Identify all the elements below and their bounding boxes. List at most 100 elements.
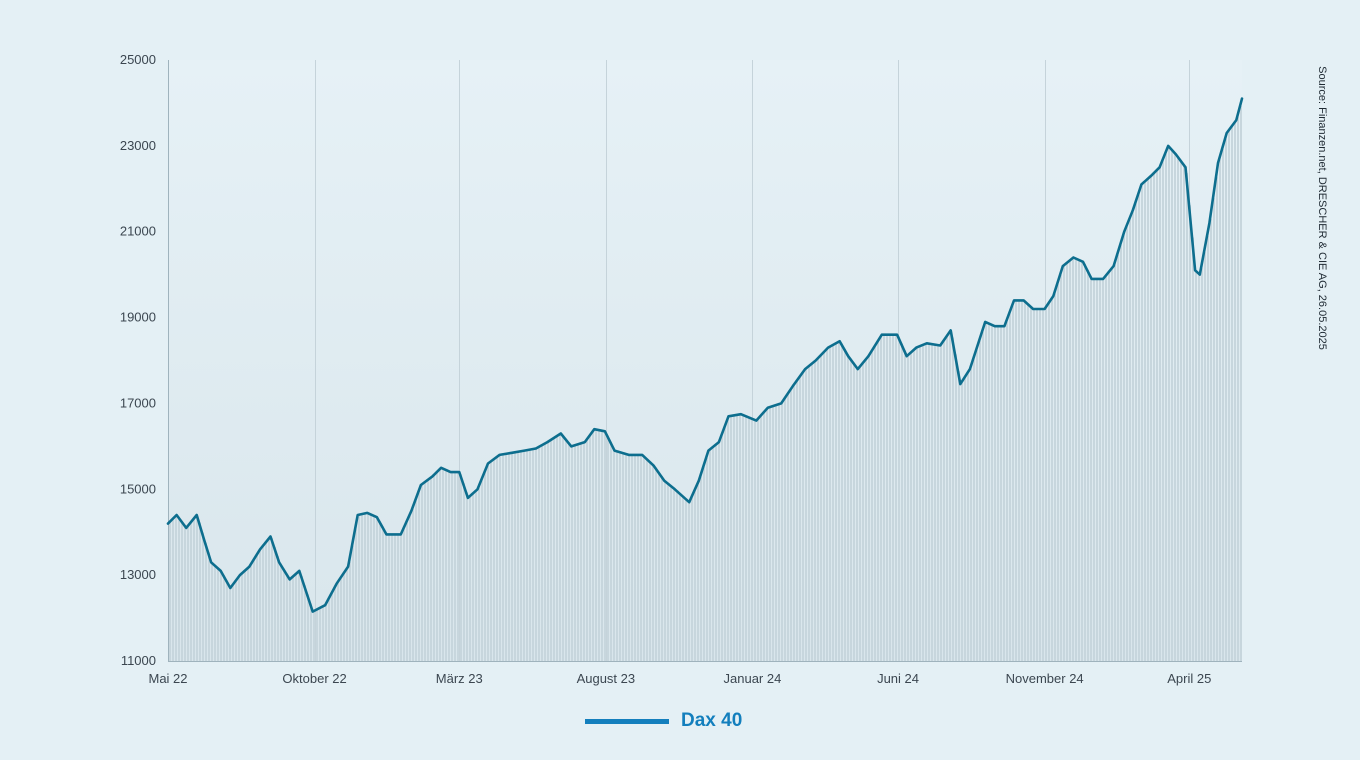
bar [844,348,846,661]
bar [364,513,366,661]
bar [1147,179,1149,661]
bar [742,414,744,661]
bar [562,434,564,661]
y-tick-label: 17000 [120,395,156,410]
bar [934,344,936,661]
bar [508,453,510,661]
bar [979,341,981,661]
bar [1063,265,1065,661]
bar [1024,300,1026,661]
bar [886,334,888,661]
bar [751,418,753,661]
bar [1153,173,1155,661]
bar [739,414,741,661]
bar [664,480,666,661]
bar [247,568,249,661]
bar [328,599,330,661]
bar [1228,131,1230,661]
bar [703,467,705,661]
bar [463,483,465,661]
bar [418,492,420,661]
bar [430,478,432,661]
bar [694,491,696,661]
bar [586,440,588,661]
bar [544,443,546,661]
bar [406,522,408,661]
bar [310,603,312,661]
bar [931,344,933,661]
bar [184,524,186,661]
bar [877,342,879,661]
bar [946,337,948,661]
bar [388,534,390,661]
bar [427,480,429,661]
bar [1126,227,1128,661]
bar [901,343,903,661]
bar [673,487,675,661]
bar [355,529,357,661]
bar [748,417,750,661]
bar [268,539,270,661]
bar [1186,172,1188,662]
bar [412,509,414,661]
bar [733,415,735,661]
price-bars [169,106,1242,662]
bar [823,352,825,661]
bar [625,453,627,661]
bar [379,521,381,661]
bar [244,571,246,661]
bar [196,515,198,661]
bar [736,415,738,661]
bar [796,381,798,661]
bar [991,324,993,661]
bar [340,578,342,661]
bar [832,345,834,661]
bar [511,452,513,661]
bar [835,343,837,661]
bar [517,451,519,661]
bar [217,567,219,661]
bar [772,406,774,661]
bar [808,366,810,661]
bar [235,581,237,661]
bar [286,573,288,661]
bar [1018,300,1020,661]
bar [709,450,711,661]
bar [514,452,516,661]
bar [556,436,558,661]
bar [1180,159,1182,661]
bar [352,545,354,661]
y-tick-label: 11000 [121,653,156,668]
bar [565,438,567,661]
bar [475,491,477,661]
bar [259,550,261,661]
bar [481,480,483,661]
bar [949,332,951,661]
bar [445,469,447,661]
bar [502,454,504,661]
bar [178,516,180,661]
bar [1066,263,1068,661]
bar [1081,260,1083,661]
bar [580,443,582,661]
bar [847,354,849,661]
bar [223,574,225,661]
bar [862,363,864,661]
bar [778,404,780,661]
bar [313,611,315,661]
x-tick-label: Mai 22 [148,671,187,686]
x-tick-label: Januar 24 [724,671,782,686]
bar [538,447,540,661]
bar [1054,293,1056,661]
bar [193,519,195,661]
bar [391,534,393,661]
bar [985,322,987,661]
bar [637,454,639,661]
bar [361,514,363,661]
bar [1033,308,1035,661]
bar [1030,306,1032,661]
bar [1036,308,1038,661]
bar [1090,275,1092,661]
bar [622,452,624,661]
